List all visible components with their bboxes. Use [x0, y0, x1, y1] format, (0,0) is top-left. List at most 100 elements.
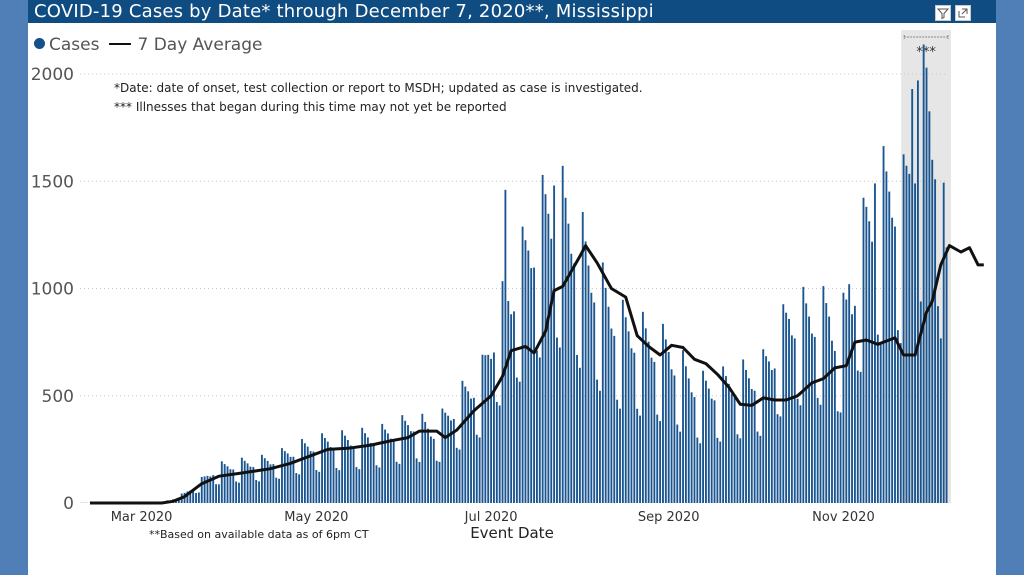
case-bar [670, 369, 673, 503]
case-bar [682, 350, 684, 503]
case-bar [458, 449, 461, 503]
case-bar [493, 352, 495, 503]
x-tick-label: Mar 2020 [111, 510, 173, 525]
legend-cases-label: Cases [49, 35, 100, 55]
case-bar [455, 447, 458, 503]
case-bar [432, 438, 435, 503]
case-bar [266, 460, 269, 503]
case-bar [501, 281, 504, 503]
case-bar [836, 411, 839, 503]
case-bar [318, 471, 321, 503]
case-bar [768, 361, 770, 503]
case-bar [747, 378, 750, 503]
report-frame: COVID-19 Cases by Date* through December… [28, 0, 996, 575]
case-bar [378, 467, 381, 503]
case-bar [813, 336, 816, 503]
case-bar [533, 267, 535, 503]
case-bar [289, 456, 292, 503]
case-bar [223, 464, 226, 503]
case-bar [684, 366, 687, 503]
case-bar [636, 408, 639, 503]
case-bar [346, 440, 349, 503]
case-bar [484, 355, 487, 503]
case-bar [567, 223, 570, 503]
chart-title: COVID-19 Cases by Date* through December… [34, 1, 654, 22]
case-bar [719, 441, 722, 503]
case-bar [679, 431, 682, 503]
case-bar [278, 478, 281, 503]
case-bar [725, 376, 727, 503]
focus-mode-icon[interactable] [955, 5, 971, 21]
case-bar [745, 369, 747, 503]
case-bar [521, 226, 524, 503]
case-bar [822, 286, 825, 503]
x-tick-label: May 2020 [284, 510, 348, 525]
case-bar [321, 433, 323, 503]
case-bar [513, 311, 515, 503]
case-bar [713, 400, 716, 503]
recent-period-bracket [903, 35, 949, 39]
case-bar [581, 211, 584, 503]
case-bar [298, 474, 301, 503]
case-bar [587, 265, 590, 503]
case-bar [779, 416, 782, 503]
y-tick-label: 2000 [31, 65, 74, 85]
case-bar [329, 447, 332, 503]
case-bar [885, 171, 888, 503]
case-bar [902, 154, 905, 503]
case-bar [722, 366, 725, 503]
case-bar [547, 213, 550, 504]
case-bar [252, 467, 255, 503]
case-bar [842, 292, 845, 503]
case-bar [770, 370, 773, 503]
case-bar [799, 405, 802, 503]
case-bar [802, 286, 805, 503]
case-bar [286, 453, 289, 503]
cases-chart: *** 0 500 1000 1500 2000 Mar 2020 May 2020 Jul 2… [31, 30, 984, 525]
case-bar [283, 451, 286, 503]
case-bar [544, 194, 547, 503]
chart-legend: Cases 7 Day Average [34, 35, 262, 55]
case-bar [258, 481, 260, 503]
case-bar [553, 185, 556, 504]
case-bar [518, 381, 521, 503]
case-bar [186, 491, 189, 503]
y-tick-label: 0 [63, 494, 74, 514]
case-bar [613, 335, 616, 503]
case-bar [919, 301, 922, 503]
case-bar [687, 378, 690, 503]
case-bar [690, 392, 693, 503]
case-bar [240, 457, 243, 503]
case-bar [819, 404, 822, 503]
case-bar [696, 437, 699, 503]
seven-day-average-line [90, 244, 984, 505]
filter-icon[interactable] [935, 5, 951, 21]
case-bar [235, 481, 238, 503]
annotation-illness-note: *** Illnesses that began during this tim… [114, 100, 507, 114]
case-bar [538, 357, 541, 503]
case-bar [429, 436, 432, 503]
case-bar [782, 304, 785, 503]
case-bar [470, 398, 472, 503]
case-bar [624, 317, 627, 503]
case-bar [561, 165, 564, 503]
case-bar [916, 80, 919, 503]
case-bar [464, 386, 467, 503]
case-bar [584, 241, 587, 503]
x-tick-label: Jul 2020 [464, 510, 518, 525]
case-bar [292, 456, 295, 503]
case-bar [295, 473, 298, 503]
case-bar [507, 301, 510, 503]
case-bar [281, 448, 283, 503]
case-bar [447, 415, 450, 503]
case-bar [733, 395, 736, 503]
case-bar [753, 390, 756, 503]
case-bar [260, 454, 263, 503]
case-bar [750, 389, 753, 503]
case-bar [375, 465, 378, 503]
case-bar [249, 466, 252, 503]
case-bar [828, 316, 831, 503]
case-bar [401, 415, 404, 503]
case-bar [891, 217, 894, 503]
case-bar [197, 492, 200, 503]
